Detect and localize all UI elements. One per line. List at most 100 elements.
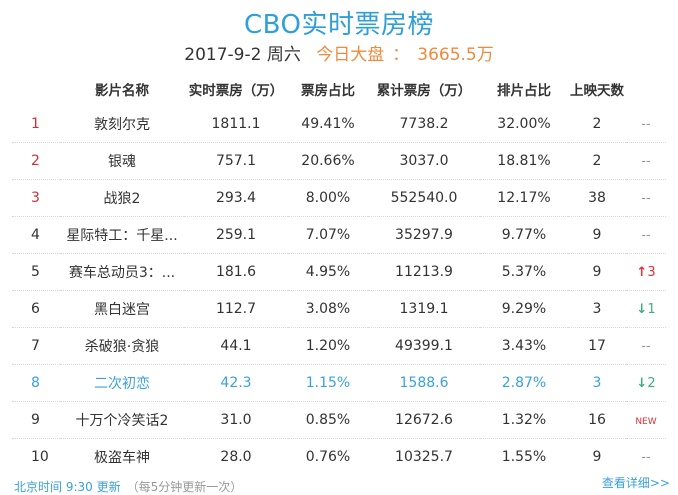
box-office-share-cell: 3.08%: [288, 290, 368, 328]
update-info: 北京时间 9:30 更新 （每5分钟更新一次）: [14, 478, 242, 495]
table-row[interactable]: 1 敦刻尔克 1811.1 49.41% 7738.2 32.00% 2 --: [12, 106, 666, 143]
film-name-cell[interactable]: 黑白迷宫: [60, 290, 184, 328]
box-office-share-cell: 4.95%: [288, 253, 368, 291]
rank-cell: 1: [12, 106, 60, 143]
box-office-share-cell: 0.85%: [288, 401, 368, 439]
box-office-share-cell: 7.07%: [288, 216, 368, 254]
table-row[interactable]: 5 赛车总动员3：... 181.6 4.95% 11213.9 5.37% 9 ↑3: [12, 253, 666, 291]
days-showing-cell: 9: [568, 253, 626, 291]
cumulative-box-office-cell: 12672.6: [368, 401, 480, 439]
table-row[interactable]: 4 星际特工：千星... 259.1 7.07% 35297.9 9.77% 9 --: [12, 216, 666, 254]
header-schedule-share: 排片占比: [497, 83, 551, 99]
realtime-box-office-cell: 42.3: [184, 364, 288, 402]
rank-change: NEW: [635, 417, 656, 427]
rank-cell: 9: [12, 401, 60, 439]
days-showing-cell: 16: [568, 401, 626, 439]
date-label: 2017-9-2 周六: [184, 45, 301, 65]
film-name-cell[interactable]: 银魂: [60, 142, 184, 180]
schedule-share-cell: 9.77%: [480, 216, 568, 254]
schedule-share-cell: 5.37%: [480, 253, 568, 291]
rank-change: ↑3: [636, 265, 655, 280]
rank-change-value: NEW: [635, 417, 657, 427]
rank-change-value: 1: [647, 302, 656, 317]
film-name-cell[interactable]: 杀破狼·贪狼: [60, 327, 184, 365]
rank-cell: 7: [12, 327, 60, 365]
table-row[interactable]: 2 银魂 757.1 20.66% 3037.0 18.81% 2 --: [12, 142, 666, 180]
header-rank: [12, 72, 60, 106]
view-details-link[interactable]: 查看详细>>: [601, 476, 670, 490]
realtime-box-office-cell: 44.1: [184, 327, 288, 365]
realtime-box-office-cell: 181.6: [184, 253, 288, 291]
table-row[interactable]: 10 极盗车神 28.0 0.76% 10325.7 1.55% 9 --: [12, 439, 666, 476]
schedule-share-cell: 1.55%: [501, 449, 547, 465]
update-frequency-note: （每5分钟更新一次）: [126, 480, 243, 494]
rank-cell: 2: [12, 142, 60, 180]
table-row[interactable]: 8 二次初恋 42.3 1.15% 1588.6 2.87% 3 ↓2: [12, 364, 666, 402]
days-showing-cell: 9: [568, 216, 626, 254]
rank-change-value: --: [641, 191, 651, 206]
schedule-share-cell: 2.87%: [480, 364, 568, 402]
schedule-share-cell: 12.17%: [480, 179, 568, 217]
rank-change: --: [641, 228, 650, 243]
film-name-cell[interactable]: 敦刻尔克: [60, 106, 184, 143]
rank-cell: 8: [12, 364, 60, 402]
cumulative-box-office-cell: 49399.1: [368, 327, 480, 365]
film-name-cell[interactable]: 二次初恋: [60, 364, 184, 402]
film-name-cell[interactable]: 战狼2: [60, 179, 184, 217]
film-name-cell[interactable]: 极盗车神: [94, 450, 150, 466]
cumulative-box-office-cell: 1588.6: [368, 364, 480, 402]
rank-change-cell: --: [626, 439, 666, 476]
rank-change: ↓1: [636, 302, 655, 317]
table-row[interactable]: 7 杀破狼·贪狼 44.1 1.20% 49399.1 3.43% 17 --: [12, 327, 666, 365]
rank-change-cell: --: [626, 142, 666, 180]
table-row[interactable]: 3 战狼2 293.4 8.00% 552540.0 12.17% 38 --: [12, 179, 666, 217]
film-name-cell[interactable]: 星际特工：千星...: [60, 216, 184, 254]
cumulative-box-office-cell: 552540.0: [368, 179, 480, 217]
realtime-box-office-cell: 28.0: [220, 449, 252, 465]
daily-total-label: 今日大盘: [316, 45, 385, 65]
arrow-up-icon: ↑: [636, 265, 648, 280]
realtime-box-office-cell: 31.0: [184, 401, 288, 439]
realtime-box-office-cell: 259.1: [184, 216, 288, 254]
cumulative-box-office-cell: 3037.0: [368, 142, 480, 180]
arrow-down-icon: ↓: [636, 302, 648, 317]
rank-change-value: 2: [647, 376, 656, 391]
box-office-share-cell: 1.20%: [288, 327, 368, 365]
daily-total-value: 3665.5万: [417, 45, 494, 65]
rank-change-cell: --: [626, 179, 666, 217]
realtime-box-office-cell: 293.4: [184, 179, 288, 217]
page-title: CBO实时票房榜: [244, 10, 434, 40]
rank-change-cell: --: [626, 106, 666, 143]
days-showing-cell: 38: [568, 179, 626, 217]
schedule-share-cell: 9.29%: [480, 290, 568, 328]
arrow-down-icon: ↓: [636, 376, 648, 391]
rank-change: --: [641, 154, 650, 169]
realtime-box-office-cell: 1811.1: [184, 106, 288, 143]
rank-change-cell: ↑3: [626, 253, 666, 291]
cumulative-box-office-cell: 7738.2: [368, 106, 480, 143]
box-office-table: 影片名称 实时票房（万） 票房占比 累计票房（万） 排片占比 上映天数 1 敦刻尔…: [12, 72, 666, 475]
schedule-share-cell: 1.32%: [480, 401, 568, 439]
schedule-share-cell: 18.81%: [480, 142, 568, 180]
rank-cell: 5: [12, 253, 60, 291]
header-trend: [626, 72, 666, 106]
rank-change-cell: ↓1: [626, 290, 666, 328]
rank-change-value: --: [641, 450, 651, 465]
rank-cell: 6: [12, 290, 60, 328]
rank-change-value: --: [641, 339, 651, 354]
table-header-row: 影片名称 实时票房（万） 票房占比 累计票房（万） 排片占比 上映天数: [12, 72, 666, 106]
cumulative-box-office-cell: 11213.9: [368, 253, 480, 291]
header-realtime-box-office: 实时票房（万）: [188, 83, 284, 99]
film-name-cell[interactable]: 十万个冷笑话2: [60, 401, 184, 439]
update-time: 北京时间 9:30 更新: [14, 480, 121, 494]
rank-change: ↓2: [636, 376, 655, 391]
table-row[interactable]: 6 黑白迷宫 112.7 3.08% 1319.1 9.29% 3 ↓1: [12, 290, 666, 328]
rank-change: --: [641, 450, 650, 465]
days-showing-cell: 3: [568, 364, 626, 402]
box-office-share-cell: 49.41%: [288, 106, 368, 143]
table-row[interactable]: 9 十万个冷笑话2 31.0 0.85% 12672.6 1.32% 16 NEW: [12, 401, 666, 439]
rank-change: --: [641, 339, 650, 354]
header-cumulative-box-office: 累计票房（万）: [376, 83, 472, 99]
film-name-cell[interactable]: 赛车总动员3：...: [60, 253, 184, 291]
rank-change: --: [641, 117, 650, 132]
